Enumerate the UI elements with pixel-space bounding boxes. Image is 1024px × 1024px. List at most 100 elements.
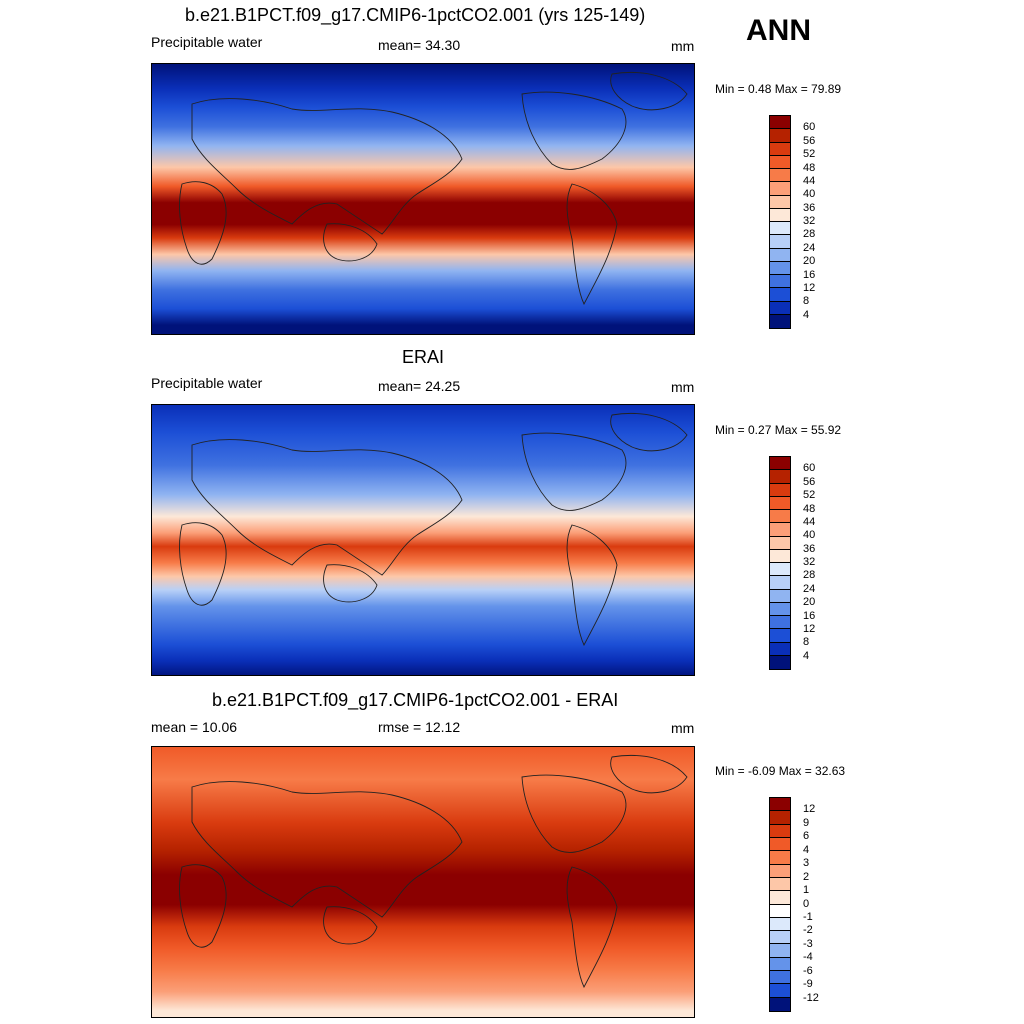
colorbar-tick-label: 20 — [803, 596, 816, 609]
colorbar-swatch — [770, 523, 790, 537]
colorbar-swatch — [770, 483, 790, 497]
colorbar-swatch — [770, 851, 790, 865]
panel1-minmax-label: Min = 0.48 Max = 79.89 — [715, 82, 842, 96]
colorbar-tick-label: -2 — [803, 924, 813, 937]
panel2-map — [151, 404, 695, 676]
colorbar-tick-label: 44 — [803, 515, 816, 528]
colorbar-tick-label: 24 — [803, 582, 816, 595]
coastline — [323, 906, 378, 945]
colorbar-swatch — [770, 457, 790, 471]
map-field — [152, 747, 694, 1017]
panel2-units-label: mm — [671, 379, 695, 395]
colorbar-tick-label: 12 — [803, 622, 816, 635]
panel3-title: b.e21.B1PCT.f09_g17.CMIP6-1pctCO2.001 - … — [212, 690, 619, 710]
colorbar-tick-label: 60 — [803, 462, 816, 475]
colorbar-tick-label: 8 — [803, 636, 810, 649]
colorbar-swatch — [770, 536, 790, 550]
colorbar-swatch — [770, 917, 790, 932]
colorbar-tick-label: 12 — [803, 803, 816, 816]
map-field — [152, 64, 694, 334]
colorbar-swatch — [770, 129, 790, 143]
panel1-variable-label: Precipitable water — [151, 34, 263, 50]
colorbar-swatch — [770, 563, 790, 577]
colorbar-swatch — [770, 261, 790, 275]
coastline — [179, 522, 227, 606]
colorbar-tick-label: 8 — [803, 295, 810, 308]
coastline — [566, 183, 618, 306]
colorbar-tick-label: -4 — [803, 951, 813, 964]
panel2-title: ERAI — [402, 347, 445, 367]
coastline — [566, 866, 618, 989]
colorbar-tick-label: 12 — [803, 281, 816, 294]
colorbar-tick-label: 16 — [803, 268, 816, 281]
colorbar-swatch — [770, 248, 790, 262]
panel1-mean-label: mean= 34.30 — [378, 37, 461, 53]
colorbar-swatch — [770, 602, 790, 616]
panel2-mean-label: mean= 24.25 — [378, 378, 461, 394]
coastline — [179, 181, 227, 265]
colorbar-swatch — [770, 169, 790, 183]
colorbar-swatch — [770, 655, 790, 669]
panel1-colorbar — [769, 115, 791, 329]
colorbar-tick-label: 28 — [803, 228, 816, 241]
panel3-units-label: mm — [671, 720, 695, 736]
colorbar-swatch — [770, 837, 790, 852]
colorbar-swatch — [770, 589, 790, 603]
colorbar-swatch — [770, 811, 790, 825]
colorbar-swatch — [770, 155, 790, 169]
colorbar-swatch — [770, 944, 790, 958]
colorbar-swatch — [770, 549, 790, 563]
colorbar-swatch — [770, 971, 790, 985]
colorbar-tick-label: 56 — [803, 475, 816, 488]
coastline — [179, 864, 227, 948]
colorbar-tick-label: 4 — [803, 308, 810, 321]
colorbar-tick-label: 6 — [803, 830, 810, 843]
colorbar-swatch — [770, 288, 790, 302]
panel2-variable-label: Precipitable water — [151, 375, 263, 391]
colorbar-swatch — [770, 576, 790, 590]
colorbar-swatch — [770, 496, 790, 510]
colorbar-swatch — [770, 864, 790, 878]
colorbar-tick-label: 1 — [803, 884, 810, 897]
colorbar-tick-label: -6 — [803, 964, 813, 977]
coastline — [610, 412, 688, 452]
colorbar-swatch — [770, 510, 790, 524]
colorbar-tick-label: 40 — [803, 188, 816, 201]
coastline — [323, 564, 378, 603]
colorbar-swatch — [770, 904, 790, 918]
colorbar-tick-label: 2 — [803, 870, 810, 883]
panel1-map — [151, 63, 695, 335]
colorbar-swatch — [770, 470, 790, 484]
colorbar-tick-label: -12 — [803, 991, 819, 1004]
colorbar-swatch — [770, 301, 790, 315]
colorbar-tick-label: 3 — [803, 857, 810, 870]
colorbar-swatch — [770, 182, 790, 196]
colorbar-tick-label: 44 — [803, 174, 816, 187]
colorbar-tick-label: 56 — [803, 134, 816, 147]
colorbar-swatch — [770, 931, 790, 945]
colorbar-swatch — [770, 629, 790, 643]
colorbar-tick-label: 20 — [803, 255, 816, 268]
colorbar-tick-label: 52 — [803, 148, 816, 161]
colorbar-swatch — [770, 116, 790, 130]
coastline — [610, 71, 688, 111]
season-label: ANN — [746, 14, 811, 47]
colorbar-swatch — [770, 314, 790, 328]
colorbar-tick-label: -9 — [803, 978, 813, 991]
colorbar-tick-label: 60 — [803, 121, 816, 134]
coastline — [191, 98, 463, 235]
coastline — [323, 223, 378, 262]
colorbar-swatch — [770, 984, 790, 998]
map-field — [152, 405, 694, 675]
colorbar-swatch — [770, 877, 790, 892]
colorbar-tick-label: 16 — [803, 609, 816, 622]
colorbar-tick-label: 4 — [803, 649, 810, 662]
coastline — [566, 524, 618, 647]
colorbar-swatch — [770, 824, 790, 838]
panel1-units-label: mm — [671, 38, 695, 54]
panel3-colorbar — [769, 797, 791, 1012]
colorbar-tick-label: 52 — [803, 489, 816, 502]
panel2-colorbar — [769, 456, 791, 670]
colorbar-swatch — [770, 642, 790, 656]
panel3-mean-label: mean = 10.06 — [151, 719, 238, 735]
